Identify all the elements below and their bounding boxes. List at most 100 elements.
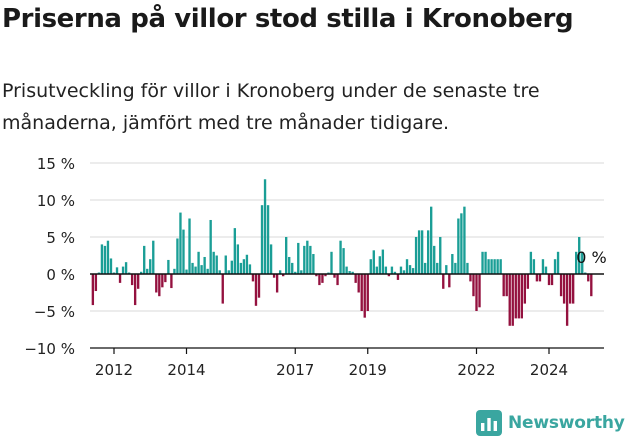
- bar: [106, 240, 110, 274]
- bar: [565, 274, 569, 326]
- bar: [445, 265, 448, 274]
- bar: [460, 213, 463, 274]
- bar: [143, 245, 146, 274]
- bar: [100, 244, 104, 274]
- newsworthy-brand: Newsworthy: [476, 408, 625, 438]
- bar: [472, 274, 475, 297]
- bar: [481, 251, 484, 274]
- bar: [571, 274, 575, 304]
- bar: [227, 270, 230, 274]
- x-tick-label: 2024: [530, 361, 568, 379]
- bar: [112, 272, 116, 274]
- bar: [288, 256, 291, 274]
- bar: [454, 262, 457, 274]
- bar: [136, 274, 140, 289]
- bar: [152, 240, 155, 274]
- bar: [499, 259, 502, 274]
- bar: [526, 274, 530, 289]
- brand-name: Newsworthy: [508, 413, 625, 433]
- bar: [206, 268, 209, 274]
- bar: [490, 259, 493, 274]
- bar: [514, 274, 517, 319]
- bar: [312, 254, 315, 274]
- bar: [463, 206, 466, 274]
- bar: [442, 274, 445, 289]
- bar: [173, 268, 176, 274]
- bar: [254, 274, 258, 306]
- bar: [275, 274, 279, 293]
- bar: [318, 274, 321, 286]
- bar: [294, 271, 297, 274]
- bar: [553, 259, 557, 274]
- bar: [242, 259, 246, 274]
- bar: [215, 255, 218, 274]
- y-tick-label: 0 %: [46, 266, 75, 284]
- bar: [360, 274, 363, 311]
- bar: [170, 274, 173, 289]
- bar: [408, 265, 412, 274]
- bar: [140, 271, 143, 274]
- bar: [188, 218, 191, 274]
- bar: [266, 205, 270, 274]
- bar: [200, 265, 203, 274]
- bar: [547, 274, 551, 286]
- bar: [278, 270, 282, 274]
- bar: [97, 272, 101, 274]
- bar: [272, 274, 276, 278]
- bar: [426, 230, 430, 274]
- bar: [239, 262, 243, 274]
- bar: [511, 274, 514, 326]
- bar: [309, 245, 312, 274]
- bar: [315, 274, 318, 277]
- bar: [176, 238, 179, 274]
- bar: [451, 254, 454, 274]
- bar: [478, 274, 481, 308]
- bar: [523, 274, 527, 304]
- bar: [363, 274, 366, 318]
- bar: [146, 268, 149, 274]
- bar: [393, 271, 397, 274]
- bar: [381, 249, 385, 274]
- bar: [414, 237, 418, 274]
- bar: [366, 274, 369, 311]
- bar: [562, 274, 566, 304]
- bar: [251, 274, 255, 282]
- bar: [263, 179, 267, 274]
- x-tick-label: 2012: [95, 361, 133, 379]
- bar: [297, 242, 300, 274]
- bar: [448, 274, 451, 288]
- bar: [568, 274, 572, 304]
- bar: [164, 274, 167, 283]
- bar: [496, 259, 499, 274]
- bar: [91, 274, 95, 306]
- bar: [118, 274, 122, 283]
- bar: [103, 245, 107, 274]
- latest-value-annotation: 0 %: [576, 248, 606, 267]
- y-tick-label: −10 %: [24, 340, 75, 358]
- bar: [520, 274, 523, 319]
- bar: [354, 274, 357, 283]
- bar: [121, 266, 125, 274]
- bar: [224, 255, 227, 274]
- bar: [541, 259, 545, 274]
- bar: [411, 268, 415, 274]
- bar: [127, 272, 131, 274]
- bar: [291, 262, 294, 274]
- bar: [330, 251, 333, 274]
- bar: [236, 244, 240, 274]
- bar: [248, 264, 252, 274]
- bar: [517, 274, 520, 319]
- bar: [457, 218, 460, 274]
- bar: [221, 274, 224, 304]
- bar: [124, 262, 128, 274]
- bar: [269, 244, 273, 274]
- bar: [257, 274, 261, 298]
- bar: [285, 237, 288, 274]
- bar: [423, 262, 427, 274]
- bar: [375, 266, 378, 274]
- bar: [155, 274, 158, 293]
- bar: [197, 251, 200, 274]
- bar: [487, 259, 490, 274]
- chart-subtitle: Prisutveckling för villor i Kronoberg un…: [2, 80, 540, 134]
